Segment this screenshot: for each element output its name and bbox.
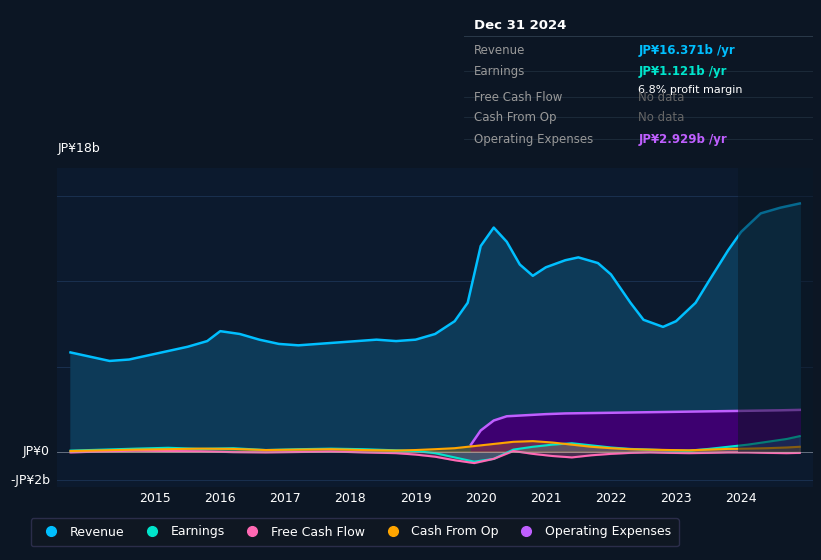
Text: Dec 31 2024: Dec 31 2024	[475, 18, 566, 31]
Text: JP¥1.121b /yr: JP¥1.121b /yr	[639, 64, 727, 78]
Text: JP¥2.929b /yr: JP¥2.929b /yr	[639, 133, 727, 146]
Text: JP¥0: JP¥0	[23, 445, 50, 458]
Text: Revenue: Revenue	[475, 44, 525, 57]
Text: No data: No data	[639, 91, 685, 104]
Text: 6.8% profit margin: 6.8% profit margin	[639, 86, 743, 95]
Text: No data: No data	[639, 111, 685, 124]
Bar	[738, 168, 816, 452]
Text: Operating Expenses: Operating Expenses	[475, 133, 594, 146]
Text: Cash From Op: Cash From Op	[475, 111, 557, 124]
Legend: Revenue, Earnings, Free Cash Flow, Cash From Op, Operating Expenses: Revenue, Earnings, Free Cash Flow, Cash …	[31, 518, 679, 546]
Text: JP¥16.371b /yr: JP¥16.371b /yr	[639, 44, 735, 57]
Text: Free Cash Flow: Free Cash Flow	[475, 91, 562, 104]
Text: JP¥18b: JP¥18b	[57, 142, 100, 155]
Text: -JP¥2b: -JP¥2b	[10, 474, 50, 487]
Text: Earnings: Earnings	[475, 64, 525, 78]
